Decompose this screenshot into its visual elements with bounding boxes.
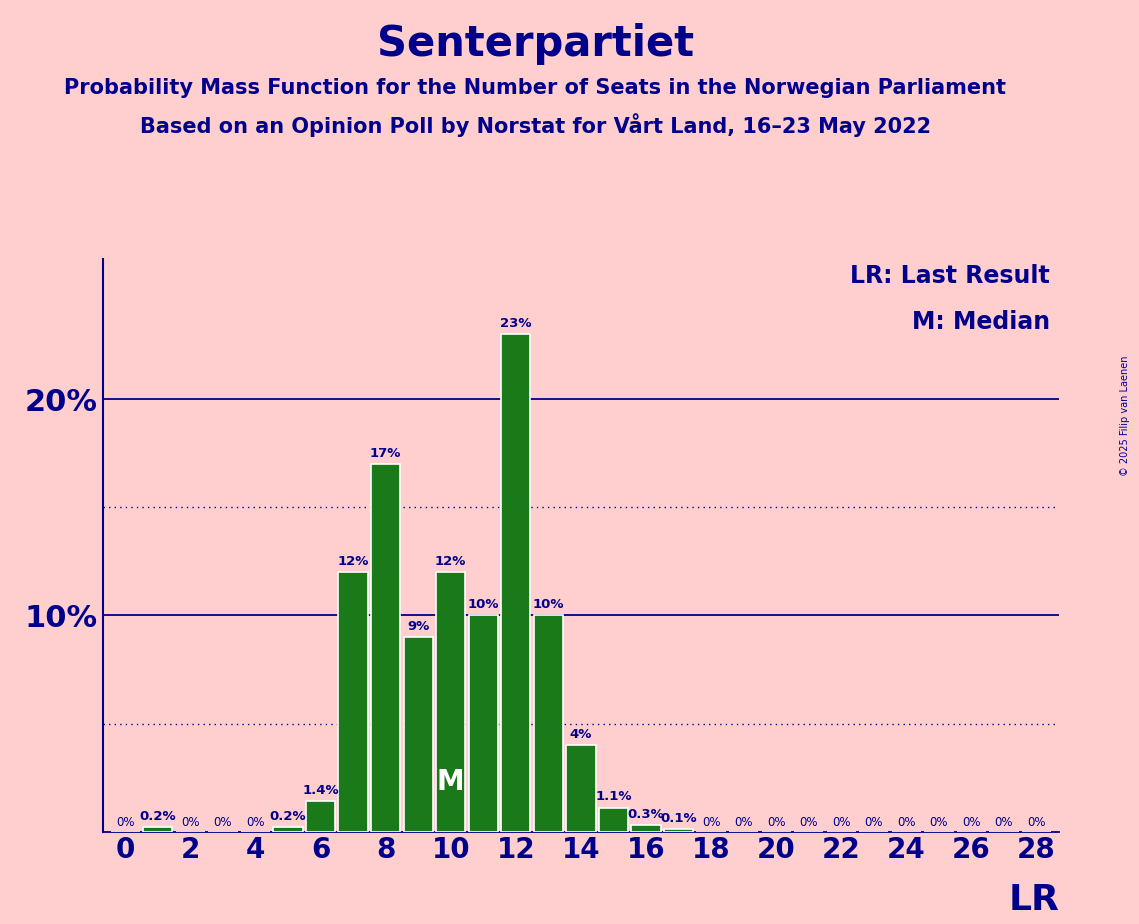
Bar [436,572,466,832]
Bar [566,745,596,832]
Text: 4%: 4% [570,728,592,741]
Text: © 2025 Filip van Laenen: © 2025 Filip van Laenen [1121,356,1130,476]
Bar [144,827,172,832]
Bar [468,615,498,832]
Text: Based on an Opinion Poll by Norstat for Vårt Land, 16–23 May 2022: Based on an Opinion Poll by Norstat for … [140,113,931,137]
Text: 9%: 9% [407,620,429,633]
Text: 10%: 10% [533,598,564,611]
Text: 0.1%: 0.1% [661,812,697,825]
Text: 12%: 12% [435,554,466,568]
Text: Probability Mass Function for the Number of Seats in the Norwegian Parliament: Probability Mass Function for the Number… [64,78,1007,98]
Text: M: M [437,768,465,796]
Bar [273,827,303,832]
Text: 0%: 0% [181,817,199,830]
Bar [501,334,531,832]
Bar [338,572,368,832]
Text: Senterpartiet: Senterpartiet [377,23,694,65]
Text: 0%: 0% [865,817,883,830]
Text: 0%: 0% [800,817,818,830]
Text: 23%: 23% [500,317,532,330]
Text: 0%: 0% [1027,817,1046,830]
Text: 0.2%: 0.2% [270,810,306,823]
Bar [306,801,335,832]
Text: 17%: 17% [370,447,401,460]
Text: 1.1%: 1.1% [596,791,632,804]
Text: 0.3%: 0.3% [628,808,664,821]
Text: 0%: 0% [214,817,232,830]
Text: 0%: 0% [767,817,786,830]
Bar [664,830,694,832]
Text: 0%: 0% [116,817,134,830]
Text: 0%: 0% [702,817,720,830]
Text: 0%: 0% [962,817,981,830]
Text: 0%: 0% [735,817,753,830]
Text: LR: LR [1008,883,1059,918]
Text: 0%: 0% [246,817,264,830]
Text: LR: Last Result: LR: Last Result [850,264,1050,288]
Bar [599,808,628,832]
Text: 12%: 12% [337,554,369,568]
Text: 0%: 0% [898,817,916,830]
Text: 10%: 10% [467,598,499,611]
Bar [371,464,400,832]
Bar [534,615,563,832]
Text: M: Median: M: Median [911,310,1050,334]
Text: 0%: 0% [929,817,948,830]
Bar [631,825,661,832]
Bar [403,637,433,832]
Text: 0.2%: 0.2% [139,810,177,823]
Text: 0%: 0% [994,817,1014,830]
Text: 0%: 0% [831,817,851,830]
Text: 1.4%: 1.4% [302,784,339,797]
